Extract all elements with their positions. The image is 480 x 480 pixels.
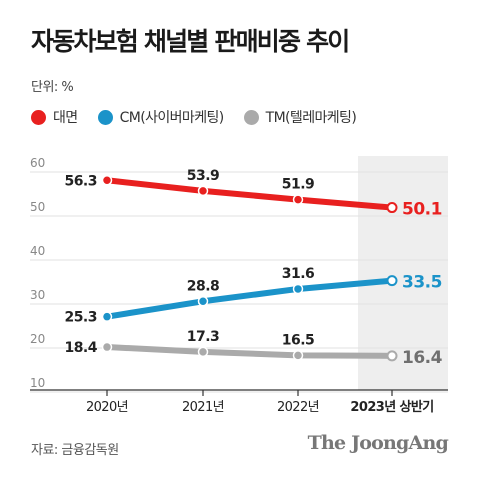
- series-line: [104, 277, 395, 320]
- series-line: [104, 177, 395, 211]
- data-point: [292, 283, 304, 295]
- legend-label: TM(텔레마케팅): [265, 110, 357, 126]
- x-tick-label: 2020년: [86, 400, 128, 415]
- x-tick-label: 2021년: [182, 400, 224, 415]
- x-tick-label: 2022년: [277, 400, 319, 415]
- chart-title: 자동차보험 채널별 판매비중 추이: [31, 27, 350, 56]
- data-label: 53.9: [187, 168, 220, 184]
- highlight-band: [358, 156, 448, 390]
- data-label: 17.3: [187, 329, 220, 345]
- data-point: [292, 194, 304, 205]
- legend-marker: [243, 109, 259, 125]
- y-tick-label: 30: [30, 288, 45, 302]
- unit-label: 단위: %: [31, 80, 74, 95]
- series-line: [104, 344, 395, 359]
- data-point: [101, 341, 113, 353]
- y-tick-label: 10: [30, 376, 45, 390]
- data-label: 28.8: [187, 278, 220, 294]
- y-tick-label: 50: [30, 200, 45, 214]
- y-tick-label: 60: [30, 156, 45, 170]
- brand-logo: The JoongAng: [307, 432, 449, 454]
- data-point: [101, 175, 113, 186]
- legend-item-cm: CM(사이버마케팅): [97, 107, 225, 127]
- legend-marker: [31, 109, 46, 125]
- legend-label: CM(사이버마케팅): [119, 110, 225, 126]
- data-label: 16.4: [402, 348, 443, 368]
- data-label: 33.5: [402, 273, 442, 293]
- y-tick-label: 40: [30, 244, 45, 258]
- legend-item-tm: TM(텔레마케팅): [243, 107, 357, 127]
- source-note: 자료: 금융감독원: [31, 443, 119, 458]
- data-point: [197, 185, 209, 197]
- legend-item-face-to-face: 대면: [31, 107, 78, 127]
- data-point: [101, 311, 113, 322]
- legend-marker: [97, 109, 113, 125]
- data-label: 50.1: [402, 200, 442, 220]
- data-point: [386, 202, 398, 214]
- data-label: 25.3: [64, 310, 97, 326]
- legend-label: 대면: [53, 110, 78, 126]
- data-label: 18.4: [64, 340, 97, 356]
- data-label: 31.6: [282, 266, 315, 282]
- data-point: [197, 296, 209, 307]
- data-point: [292, 350, 304, 361]
- data-label: 16.5: [282, 332, 315, 348]
- data-label: 51.9: [282, 177, 315, 193]
- data-label: 56.3: [64, 173, 97, 189]
- data-point: [386, 350, 398, 362]
- data-point: [386, 275, 398, 287]
- x-tick-label: 2023년 상반기: [350, 399, 433, 415]
- legend: 대면 CM(사이버마케팅) TM(텔레마케팅): [31, 106, 376, 128]
- y-tick-label: 20: [30, 332, 45, 346]
- data-point: [197, 346, 209, 358]
